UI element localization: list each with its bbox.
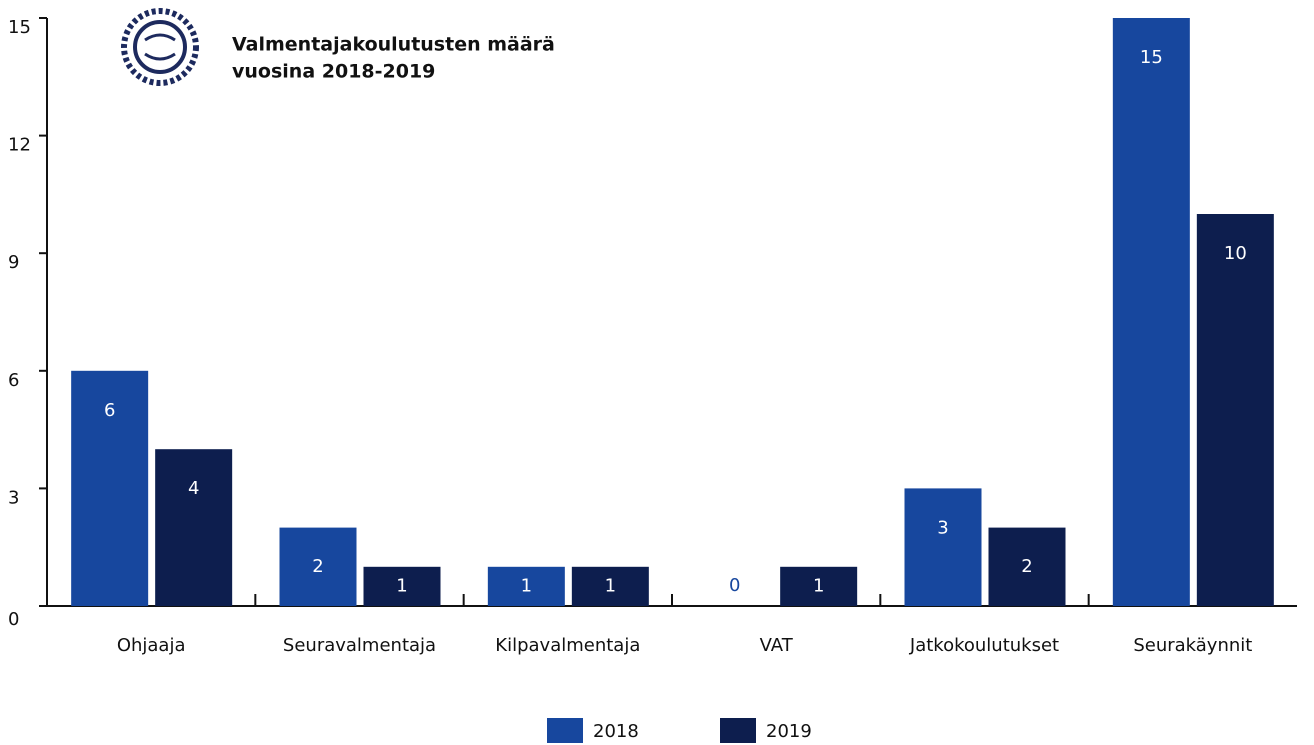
- x-tick-label: Ohjaaja: [117, 635, 186, 656]
- legend-swatch: [547, 718, 583, 743]
- y-tick-label: 0: [8, 609, 19, 630]
- value-label: 2: [312, 556, 323, 577]
- legend-swatch: [720, 718, 756, 743]
- bar: [904, 488, 982, 606]
- y-tick-label: 3: [8, 487, 19, 508]
- bar: [71, 370, 149, 606]
- value-label: 1: [521, 575, 532, 596]
- y-tick-label: 15: [8, 17, 31, 38]
- value-label: 15: [1140, 47, 1163, 68]
- legend-label: 2018: [593, 721, 639, 742]
- value-label: 1: [605, 575, 616, 596]
- bar: [1112, 18, 1190, 606]
- bar: [155, 449, 233, 606]
- value-label: 10: [1224, 243, 1247, 264]
- y-tick-label: 6: [8, 370, 19, 391]
- value-label: 6: [104, 400, 115, 421]
- value-label: 1: [396, 575, 407, 596]
- y-tick-label: 12: [8, 135, 31, 156]
- x-tick-label: Seurakäynnit: [1133, 635, 1252, 656]
- value-label: 4: [188, 478, 199, 499]
- bar: [988, 527, 1066, 606]
- bar: [571, 566, 649, 606]
- bar: [1196, 214, 1274, 606]
- value-label: 0: [729, 575, 740, 596]
- x-tick-label: Kilpavalmentaja: [495, 635, 640, 656]
- y-tick-label: 9: [8, 252, 19, 273]
- value-label: 3: [937, 517, 948, 538]
- bar: [780, 566, 858, 606]
- bar: [363, 566, 441, 606]
- chart-title: Valmentajakoulutusten määrä: [232, 34, 555, 56]
- x-tick-label: VAT: [760, 635, 794, 656]
- chart-title: vuosina 2018-2019: [232, 61, 435, 83]
- value-label: 2: [1021, 556, 1032, 577]
- bar: [279, 527, 357, 606]
- x-tick-label: Seuravalmentaja: [283, 635, 436, 656]
- value-label: 1: [813, 575, 824, 596]
- legend-label: 2019: [766, 721, 812, 742]
- logo: [121, 8, 199, 86]
- x-tick-label: Jatkokoulutukset: [909, 635, 1059, 656]
- bar: [487, 566, 565, 606]
